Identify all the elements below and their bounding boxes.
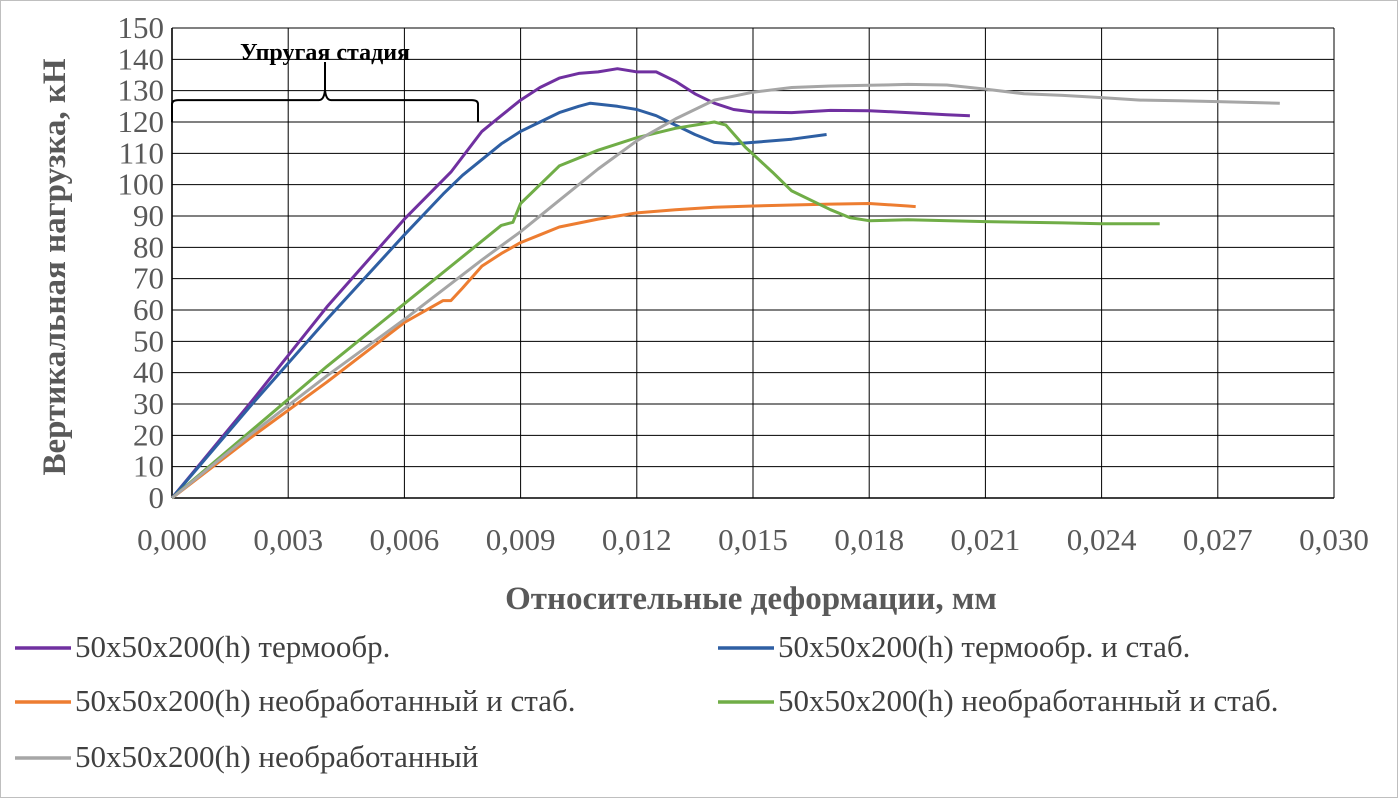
y-tick-label: 100 — [118, 167, 165, 202]
legend-label-2: 50x50x200(h) термообр. и стаб. — [778, 629, 1190, 664]
x-tick-label: 0,021 — [951, 522, 1021, 557]
annotation-label: Упругая стадия — [240, 40, 410, 66]
series-line-3 — [171, 202, 916, 500]
y-tick-label: 10 — [133, 449, 164, 484]
y-tick-label: 30 — [133, 386, 164, 421]
y-tick-label: 40 — [133, 355, 164, 390]
series-lines — [170, 67, 1280, 500]
x-tick-label: 0,003 — [253, 522, 323, 557]
legend-label-4: 50x50x200(h) необработанный и стаб. — [778, 683, 1278, 718]
x-tick-label: 0,027 — [1183, 522, 1253, 557]
y-tick-label: 110 — [119, 135, 164, 170]
y-tick-label: 0 — [149, 480, 165, 515]
legend-label-3: 50x50x200(h) необработанный и стаб. — [75, 683, 575, 718]
y-tick-label: 50 — [133, 323, 164, 358]
legend-label-1: 50x50x200(h) термообр. — [75, 629, 390, 664]
y-axis-title: Вертикальная нагрузка, кН — [37, 58, 73, 475]
y-tick-label: 150 — [118, 10, 165, 45]
series-line-5 — [171, 82, 1280, 500]
legend-label-5: 50x50x200(h) необработанный — [75, 739, 478, 774]
x-tick-label: 0,030 — [1299, 522, 1369, 557]
series-line-1 — [170, 67, 970, 499]
x-tick-label: 0,024 — [1067, 522, 1137, 557]
x-tick-label: 0,000 — [137, 522, 207, 557]
elastic-stage-annotation: Упругая стадия — [171, 40, 479, 123]
annotation-brace — [171, 62, 479, 123]
y-tick-label: 70 — [133, 261, 164, 296]
y-tick-label: 130 — [118, 73, 165, 108]
y-tick-label: 120 — [118, 104, 165, 139]
x-tick-label: 0,006 — [370, 522, 440, 557]
y-tick-label: 20 — [133, 417, 164, 452]
grid — [171, 27, 1335, 499]
x-tick-label: 0,012 — [602, 522, 672, 557]
series-line-2 — [170, 101, 827, 499]
x-tick-label: 0,018 — [834, 522, 904, 557]
x-tick-label: 0,009 — [486, 522, 556, 557]
legend: 50x50x200(h) термообр. 50x50x200(h) термо… — [15, 629, 1278, 774]
y-tick-label: 60 — [133, 292, 164, 327]
y-tick-label: 80 — [133, 229, 164, 264]
x-axis-title: Относительные деформации, мм — [505, 581, 997, 617]
series-line-4 — [171, 120, 1160, 500]
y-tick-label: 140 — [118, 41, 165, 76]
y-tick-label: 90 — [133, 198, 164, 233]
x-axis-ticks: 0,000 0,003 0,006 0,009 0,012 0,015 0,018 0,021… — [137, 522, 1369, 557]
x-tick-label: 0,015 — [718, 522, 788, 557]
